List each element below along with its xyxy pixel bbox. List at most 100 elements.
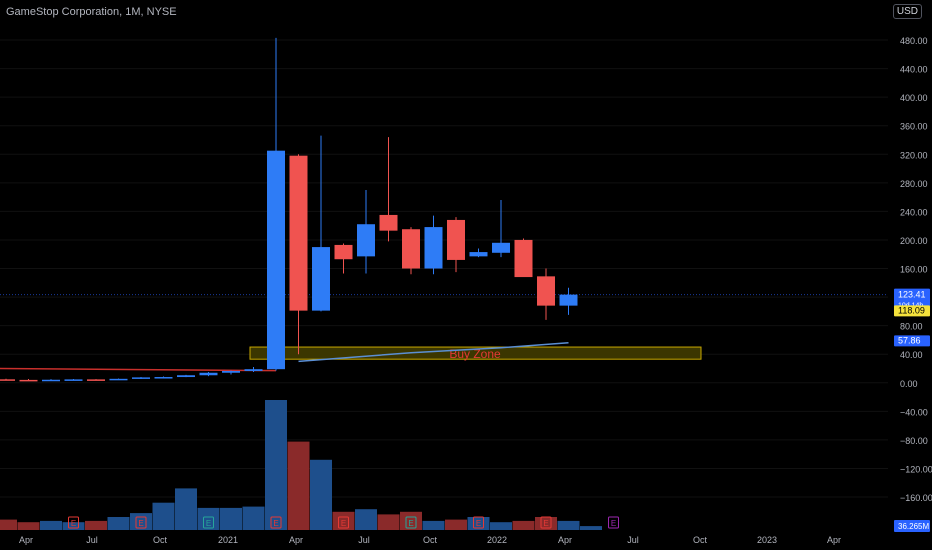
candle-body[interactable] bbox=[312, 247, 330, 311]
y-tick-label: 320.00 bbox=[900, 150, 928, 160]
x-tick-label: Jul bbox=[358, 535, 370, 545]
candle-body[interactable] bbox=[559, 294, 578, 306]
earnings-icon-label: E bbox=[408, 519, 413, 528]
x-tick-label: Apr bbox=[558, 535, 572, 545]
candle-body[interactable] bbox=[177, 375, 195, 378]
y-tick-label: 80.00 bbox=[900, 322, 923, 332]
volume-bar bbox=[62, 522, 85, 530]
volume-bar bbox=[512, 520, 535, 530]
candle-body[interactable] bbox=[289, 155, 308, 311]
earnings-icon[interactable] bbox=[338, 516, 349, 529]
y-tick-label: −160.00 bbox=[900, 493, 932, 503]
x-tick-label: Oct bbox=[693, 535, 708, 545]
volume-bar bbox=[152, 502, 175, 530]
candle-body[interactable] bbox=[244, 369, 263, 371]
earnings-icon[interactable] bbox=[405, 516, 417, 529]
candle-body[interactable] bbox=[132, 377, 150, 379]
candle-body[interactable] bbox=[267, 150, 285, 370]
x-tick-label: Oct bbox=[153, 535, 168, 545]
volume-bar bbox=[107, 517, 130, 530]
volume-bar bbox=[85, 520, 107, 530]
ma-value-badge-text: 57.86 bbox=[898, 335, 921, 345]
earnings-icon[interactable] bbox=[540, 516, 552, 529]
y-tick-label: −80.00 bbox=[900, 436, 928, 446]
candle-body[interactable] bbox=[19, 379, 38, 382]
y-tick-label: −40.00 bbox=[900, 407, 928, 417]
volume-bar bbox=[377, 514, 400, 530]
volume-bar bbox=[445, 519, 467, 530]
volume-bar bbox=[422, 520, 445, 530]
volume-badge bbox=[894, 520, 930, 532]
earnings-icon-label: E bbox=[611, 519, 616, 528]
price-badge bbox=[894, 288, 930, 310]
volume-bar bbox=[17, 522, 40, 530]
candle-body[interactable] bbox=[492, 242, 510, 253]
y-tick-label: 0.00 bbox=[900, 379, 918, 389]
earnings-icon-label: E bbox=[543, 519, 548, 528]
candle-body[interactable] bbox=[0, 379, 15, 381]
x-tick-label: Apr bbox=[289, 535, 303, 545]
x-tick-label: Apr bbox=[827, 535, 841, 545]
earnings-icon[interactable] bbox=[135, 516, 147, 529]
x-tick-label: 2022 bbox=[487, 535, 507, 545]
symbol-title: GameStop Corporation, 1M, NYSE bbox=[6, 6, 177, 18]
y-tick-label: 440.00 bbox=[900, 65, 928, 75]
y-tick-label: 280.00 bbox=[900, 179, 928, 189]
x-tick-label: Jul bbox=[86, 535, 98, 545]
candle-body[interactable] bbox=[514, 239, 533, 278]
candle-body[interactable] bbox=[402, 229, 420, 269]
candle-body[interactable] bbox=[424, 227, 443, 269]
candle-body[interactable] bbox=[357, 224, 375, 257]
candle-body[interactable] bbox=[199, 372, 218, 376]
earnings-icon[interactable] bbox=[270, 516, 282, 529]
currency-selector[interactable]: USD bbox=[892, 4, 922, 19]
y-tick-label: 400.00 bbox=[900, 93, 928, 103]
volume-bar bbox=[287, 441, 310, 530]
volume-bar bbox=[490, 522, 512, 530]
ma-value-badge bbox=[894, 335, 930, 347]
volume-bar bbox=[557, 520, 580, 530]
volume-bar bbox=[0, 519, 17, 530]
open-price-badge-text: 118.09 bbox=[898, 305, 925, 315]
earnings-icon[interactable] bbox=[68, 516, 79, 529]
earnings-icon-label: E bbox=[341, 519, 346, 528]
candle-body[interactable] bbox=[87, 379, 105, 381]
volume-badge-text: 36.265M bbox=[898, 522, 929, 531]
x-tick-label: Oct bbox=[423, 535, 438, 545]
earnings-icon-label: E bbox=[476, 519, 481, 528]
volume-bar bbox=[220, 507, 242, 530]
candle-body[interactable] bbox=[42, 379, 60, 382]
moving-average-line bbox=[298, 342, 569, 363]
candle-body[interactable] bbox=[64, 379, 83, 381]
y-tick-label: 240.00 bbox=[900, 207, 928, 217]
x-tick-label: Jul bbox=[627, 535, 639, 545]
earnings-icon[interactable] bbox=[473, 516, 484, 529]
earnings-icon-label: E bbox=[71, 519, 76, 528]
candle-body[interactable] bbox=[379, 214, 398, 231]
candle-body[interactable] bbox=[537, 276, 555, 306]
candle-body[interactable] bbox=[469, 252, 488, 257]
price-badge-text: 123.41 bbox=[898, 290, 926, 300]
x-tick-label: Apr bbox=[19, 535, 33, 545]
y-tick-label: 360.00 bbox=[900, 122, 928, 132]
open-price-badge bbox=[894, 305, 930, 317]
volume-bar bbox=[242, 506, 265, 530]
earnings-icon[interactable] bbox=[203, 516, 214, 529]
volume-bar bbox=[310, 459, 332, 530]
y-tick-label: −120.00 bbox=[900, 464, 932, 474]
candle-body[interactable] bbox=[154, 377, 173, 379]
earnings-icon[interactable] bbox=[608, 516, 619, 529]
candle-body[interactable] bbox=[447, 219, 465, 260]
candle-body[interactable] bbox=[222, 370, 240, 373]
volume-bar bbox=[580, 526, 602, 530]
candle-body[interactable] bbox=[109, 378, 128, 381]
candle-body[interactable] bbox=[334, 244, 353, 260]
volume-bar bbox=[355, 509, 377, 530]
moving-average-old-line bbox=[0, 367, 277, 372]
earnings-icon-label: E bbox=[138, 519, 143, 528]
volume-bar bbox=[40, 520, 62, 530]
y-tick-label: 480.00 bbox=[900, 36, 928, 46]
x-tick-label: 2021 bbox=[218, 535, 238, 545]
